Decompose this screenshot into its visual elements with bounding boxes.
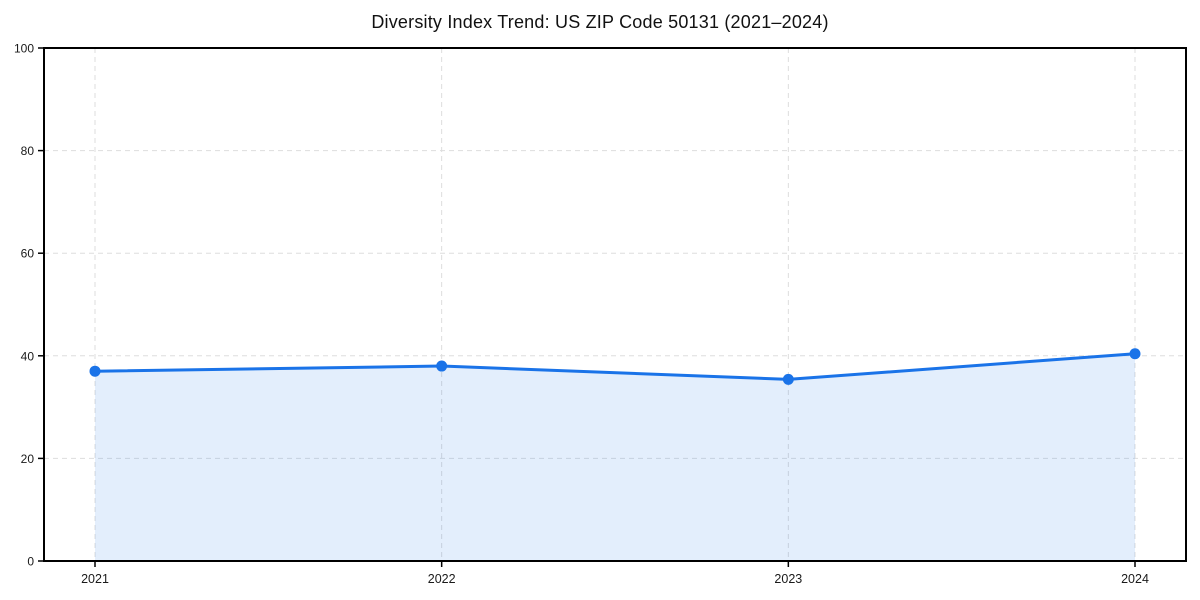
y-tick-label-80: 80: [21, 144, 35, 158]
data-point-2024: [1129, 348, 1141, 360]
plot-border: [43, 47, 1187, 562]
data-point-2021: [89, 365, 101, 377]
y-tick-label-0: 0: [27, 555, 34, 569]
x-tick-label-2024: 2024: [1121, 572, 1149, 586]
data-point-2022: [436, 360, 448, 372]
y-tick-label-20: 20: [21, 452, 35, 466]
x-tick-label-2023: 2023: [774, 572, 802, 586]
trend-line: [93, 352, 1137, 381]
y-tick-label-60: 60: [21, 247, 35, 261]
area-fill: [95, 353, 1135, 561]
data-point-2023: [782, 373, 794, 385]
y-tick-label-100: 100: [14, 42, 34, 56]
y-tick-label-40: 40: [21, 349, 35, 363]
x-tick-label-2021: 2021: [81, 572, 109, 586]
chart-title: Diversity Index Trend: US ZIP Code 50131…: [371, 12, 829, 32]
x-tick-label-2022: 2022: [428, 572, 456, 586]
